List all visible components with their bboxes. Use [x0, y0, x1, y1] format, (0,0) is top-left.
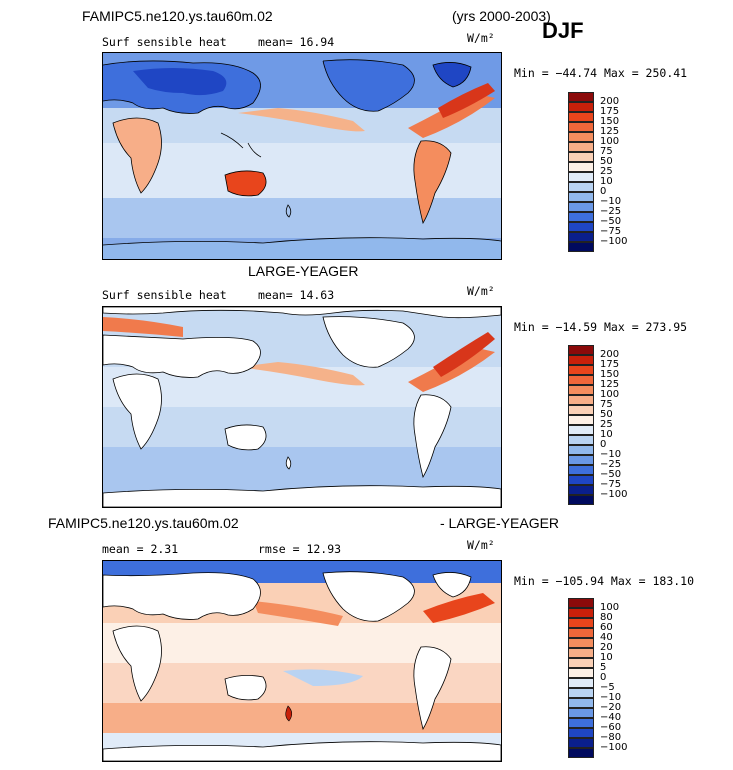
- colorbar-tick: −100: [600, 742, 628, 753]
- colorbar-tick: −50: [600, 216, 622, 227]
- season-label: DJF: [542, 18, 584, 43]
- colorbar-tick: 200: [600, 349, 620, 360]
- colorbar-tick: 25: [600, 419, 613, 430]
- colorbar-tick: −10: [600, 692, 622, 703]
- panel3-rmse: rmse = 12.93: [258, 542, 342, 556]
- colorbar-tick: 25: [600, 166, 613, 177]
- colorbar-tick: −25: [600, 459, 622, 470]
- panel3-case-title: FAMIPC5.ne120.ys.tau60m.02: [48, 515, 239, 531]
- colorbar-tick: 100: [600, 136, 620, 147]
- panel3-colorbar: 100 80 60 40 20 10 5 0 −5 −10 −20 −40 −6…: [568, 598, 648, 758]
- colorbar-tick: 40: [600, 632, 613, 643]
- panel3-map: [102, 560, 502, 762]
- colorbar-tick: −80: [600, 732, 622, 743]
- colorbar-tick: 100: [600, 389, 620, 400]
- colorbar-tick: −5: [600, 682, 615, 693]
- panel2-title: LARGE-YEAGER: [248, 263, 359, 279]
- panel1-variable: Surf sensible heat: [102, 35, 227, 49]
- colorbar-tick: 10: [600, 652, 613, 663]
- colorbar-tick: 0: [600, 439, 607, 450]
- colorbar-tick: 75: [600, 399, 613, 410]
- colorbar-tick: 5: [600, 662, 607, 673]
- colorbar-tick: −60: [600, 722, 622, 733]
- panel2-mean: mean= 14.63: [258, 288, 335, 302]
- panel2-colorbar: 200 175 150 125 100 75 50 25 10 0 −10 −2…: [568, 345, 648, 505]
- colorbar-tick: −25: [600, 206, 622, 217]
- colorbar-tick: 50: [600, 409, 613, 420]
- panel1-case-title: FAMIPC5.ne120.ys.tau60m.02: [82, 8, 273, 24]
- panel2-map: [102, 306, 502, 508]
- colorbar-tick: 200: [600, 96, 620, 107]
- colorbar-tick: −20: [600, 702, 622, 713]
- colorbar-tick: −40: [600, 712, 622, 723]
- panel3-minus-label: - LARGE-YEAGER: [440, 515, 560, 531]
- colorbar-tick: 10: [600, 176, 613, 187]
- colorbar-tick: 175: [600, 359, 620, 370]
- colorbar-tick: 125: [600, 126, 620, 137]
- colorbar-tick: −75: [600, 226, 622, 237]
- colorbar-tick: 150: [600, 116, 620, 127]
- colorbar-tick: 10: [600, 429, 613, 440]
- panel2-minmax: Min = −14.59 Max = 273.95: [514, 320, 688, 334]
- colorbar-tick: 20: [600, 642, 613, 653]
- colorbar-tick: 60: [600, 622, 613, 633]
- colorbar-tick: 100: [600, 602, 620, 613]
- colorbar-tick: −100: [600, 489, 628, 500]
- panel1-minmax: Min = −44.74 Max = 250.41: [514, 66, 688, 80]
- panel2-units: W/m²: [467, 284, 495, 298]
- panel1-colorbar: 200 175 150 125 100 75 50 25 10 0 −10 −2…: [568, 92, 648, 252]
- colorbar-tick: −10: [600, 449, 622, 460]
- panel1-mean: mean= 16.94: [258, 35, 335, 49]
- panel3-mean: mean = 2.31: [102, 542, 179, 556]
- colorbar-tick: −10: [600, 196, 622, 207]
- panel1-units: W/m²: [467, 31, 495, 45]
- colorbar-tick: −100: [600, 236, 628, 247]
- colorbar-tick: 125: [600, 379, 620, 390]
- colorbar-tick: 80: [600, 612, 613, 623]
- colorbar-tick: −75: [600, 479, 622, 490]
- panel1-years: (yrs 2000-2003): [452, 8, 551, 24]
- panel3-units: W/m²: [467, 538, 495, 552]
- panel3-minmax: Min = −105.94 Max = 183.10: [514, 574, 695, 588]
- colorbar-tick: 175: [600, 106, 620, 117]
- panel1-map: [102, 52, 502, 260]
- colorbar-tick: 0: [600, 186, 607, 197]
- colorbar-tick: 0: [600, 672, 607, 683]
- colorbar-tick: 150: [600, 369, 620, 380]
- panel2-variable: Surf sensible heat: [102, 288, 227, 302]
- colorbar-tick: 75: [600, 146, 613, 157]
- colorbar-tick: 50: [600, 156, 613, 167]
- colorbar-tick: −50: [600, 469, 622, 480]
